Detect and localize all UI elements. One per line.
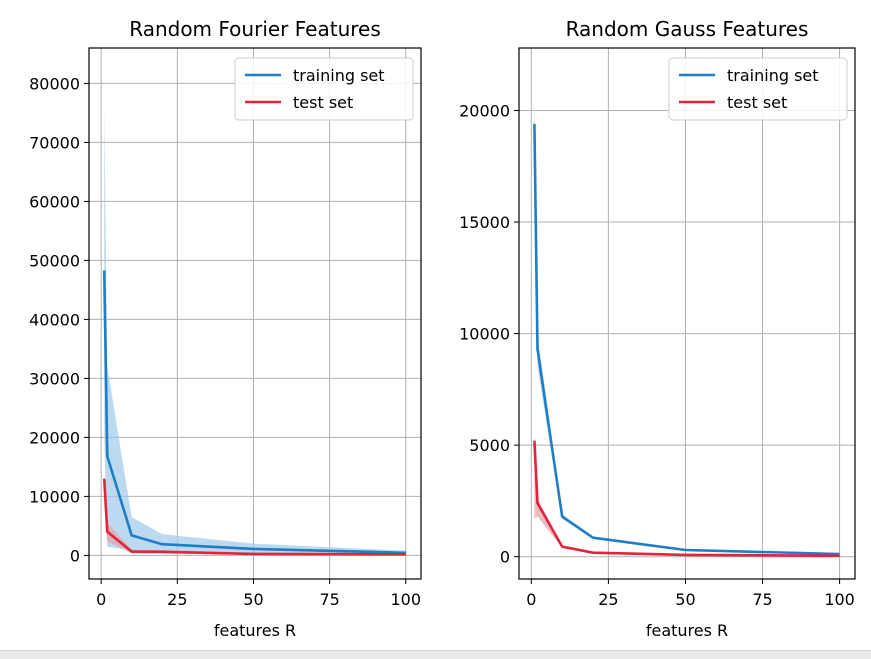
confidence-band (534, 90, 840, 555)
x-tick-label: 25 (167, 590, 187, 609)
chart-title: Random Fourier Features (129, 17, 381, 41)
legend-label: test set (727, 93, 787, 112)
y-tick-label: 60000 (29, 192, 80, 211)
window-bottom-edge (0, 650, 871, 659)
series-line (533, 123, 840, 556)
x-tick-label: 50 (675, 590, 695, 609)
confidence-band (104, 107, 406, 555)
y-tick-label: 40000 (29, 310, 80, 329)
axes-frame (518, 47, 856, 580)
x-tick-label: 75 (319, 590, 339, 609)
y-tick-label: 5000 (469, 436, 510, 455)
x-axis-label: features R (646, 621, 728, 640)
y-tick-label: 10000 (29, 487, 80, 506)
y-tick-label: 10000 (459, 325, 510, 344)
x-tick-label: 0 (96, 590, 106, 609)
x-tick-label: 50 (243, 590, 263, 609)
y-tick-label: 70000 (29, 133, 80, 152)
series-line (102, 270, 406, 555)
series-line (102, 478, 406, 556)
confidence-band (534, 438, 840, 557)
x-axis-label: features R (214, 621, 296, 640)
legend-label: test set (293, 93, 353, 112)
panel-random-gauss-features: Random Gauss Features features R 0 25 50 75… (459, 17, 856, 640)
legend-label: training set (727, 66, 819, 85)
axes-frame (88, 47, 422, 580)
x-tick-label: 100 (390, 590, 421, 609)
legend-label: training set (293, 66, 385, 85)
y-tick-label: 20000 (29, 428, 80, 447)
y-tick-label: 20000 (459, 101, 510, 120)
legend-box (234, 57, 414, 121)
y-tick-label: 30000 (29, 369, 80, 388)
x-tick-label: 100 (824, 590, 855, 609)
y-tick-label: 80000 (29, 74, 80, 93)
y-tick-label: 0 (500, 548, 510, 567)
x-tick-label: 0 (526, 590, 536, 609)
panel-random-fourier-features: Random Fourier Features features R 0 25 50… (29, 17, 422, 640)
series-line (533, 440, 840, 558)
y-tick-label: 15000 (459, 213, 510, 232)
x-tick-label: 25 (598, 590, 618, 609)
legend-box (668, 57, 848, 121)
chart-title: Random Gauss Features (566, 17, 809, 41)
y-tick-label: 0 (70, 546, 80, 565)
x-tick-label: 75 (752, 590, 772, 609)
y-tick-label: 50000 (29, 251, 80, 270)
